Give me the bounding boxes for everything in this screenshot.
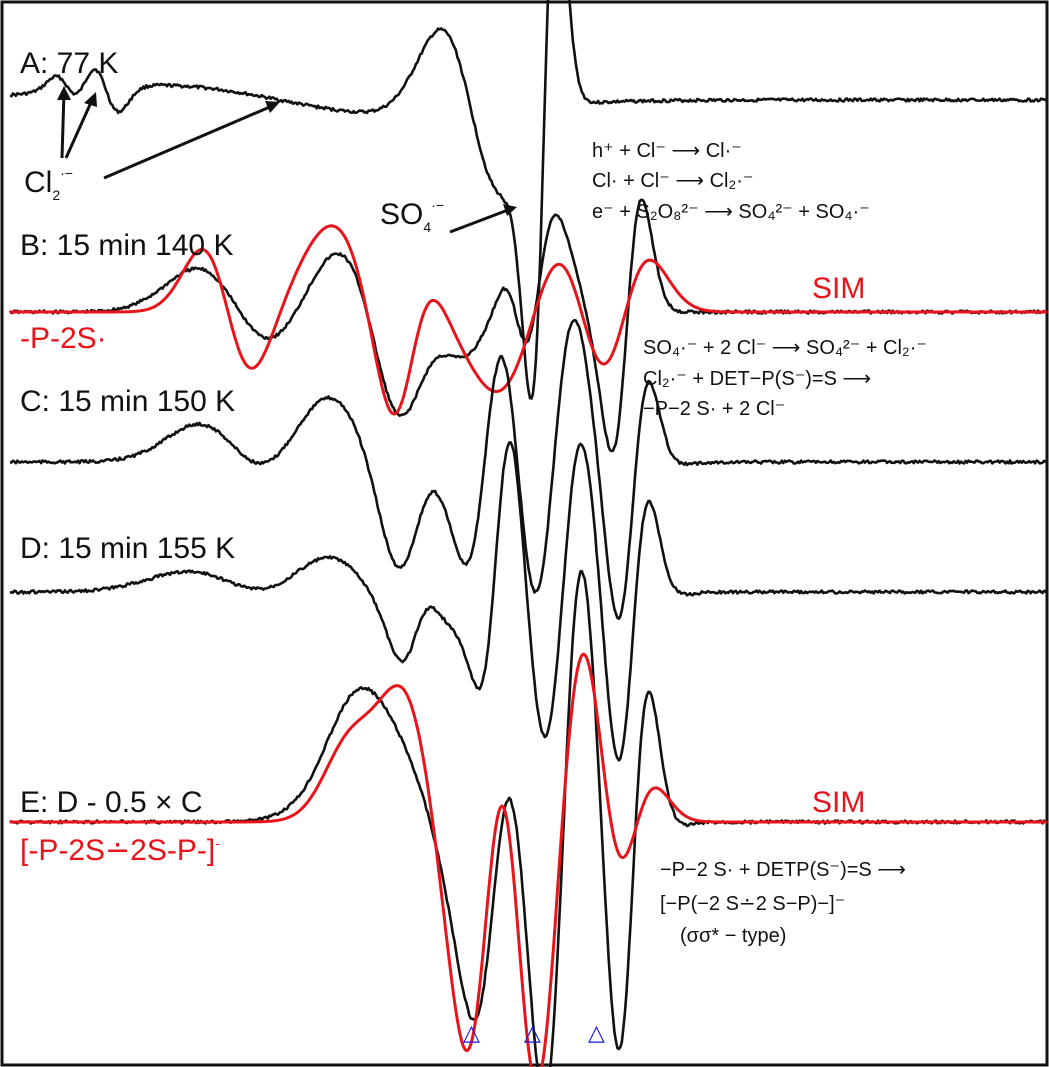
cl2-text: Cl [24, 166, 52, 199]
equation-b2: Cl₂·⁻ + DET−P(S⁻)=S ⟶ [643, 368, 871, 390]
spectra-traces [8, 0, 1049, 1067]
arrowhead-cl2-3 [265, 101, 280, 113]
so4-sup: ·− [431, 197, 444, 213]
label-e: E: D - 0.5 × C [20, 786, 203, 819]
arrowhead-cl2-2 [84, 92, 97, 107]
cl2-arrows [57, 86, 280, 180]
radical-label-e: [-P-2S∸2S-P-]- [20, 834, 220, 867]
series-line-2-sim [10, 224, 1047, 416]
marker-3: △ [588, 1020, 605, 1045]
radical-e-text: [-P-2S∸2S-P-] [20, 834, 215, 867]
arrow-cl2-1 [60, 91, 66, 159]
arrowhead-cl2-1 [57, 86, 71, 100]
so4-text: SO [380, 198, 423, 231]
arrow-so4 [449, 208, 509, 234]
series-line-6-sim [10, 652, 1047, 1067]
equation-e3: (σσ* − type) [680, 925, 786, 947]
peak-markers: △ △ △ [463, 1020, 605, 1045]
equation-a1: h⁺ + Cl⁻ ⟶ Cl·⁻ [592, 140, 742, 162]
label-a: A: 77 K [20, 47, 118, 80]
label-d: D: 15 min 155 K [20, 532, 235, 565]
sim-label-e: SIM [812, 786, 865, 819]
sim-label-b: SIM [812, 272, 865, 305]
marker-2: △ [524, 1020, 541, 1045]
cl2-sub: 2 [52, 187, 60, 203]
so4-species-label: SO4·− [380, 197, 444, 235]
radical-label-b: -P-2S· [20, 322, 107, 355]
equation-b1: SO₄·⁻ + 2 Cl⁻ ⟶ SO₄²⁻ + Cl₂·⁻ [643, 337, 927, 359]
arrowhead-so4 [503, 204, 517, 216]
cl2-species-label: Cl2·− [24, 165, 73, 203]
marker-1: △ [463, 1020, 480, 1045]
equation-a3: e⁻ + S₂O₈²⁻ ⟶ SO₄²⁻ + SO₄·⁻ [592, 201, 870, 223]
equation-b3: −P−2 S· + 2 Cl⁻ [643, 398, 785, 420]
equation-e1: −P−2 S· + DETP(S⁻)=S ⟶ [660, 859, 906, 881]
series-line-3 [9, 318, 1048, 620]
series-line-4 [9, 441, 1049, 762]
so4-arrow [449, 204, 517, 234]
label-b: B: 15 min 140 K [20, 229, 233, 262]
equation-a2: Cl· + Cl⁻ ⟶ Cl₂·⁻ [592, 170, 753, 192]
label-c: C: 15 min 150 K [20, 385, 235, 418]
arrow-cl2-2 [64, 97, 95, 159]
so4-sub: 4 [423, 219, 431, 235]
equation-e2: [−P(−2 S∸2 S−P)−]⁻ [660, 893, 845, 915]
cl2-sup: ·− [60, 165, 73, 181]
radical-e-sup: - [215, 835, 220, 851]
series-line-0 [10, 0, 1048, 400]
arrow-cl2-3 [103, 104, 273, 180]
